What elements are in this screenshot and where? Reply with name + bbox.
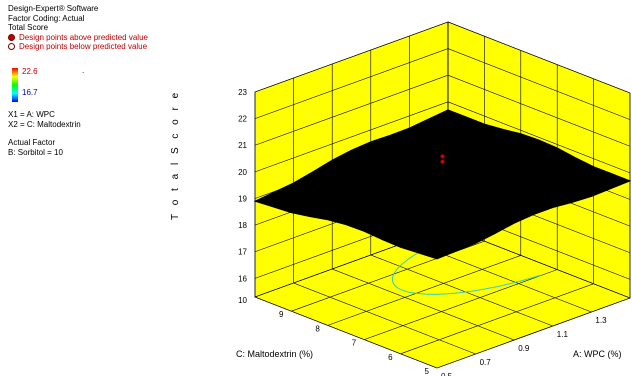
y-tick-label: 7	[352, 339, 357, 348]
y-tick-label: 5	[425, 367, 430, 376]
y-tick-label: 9	[279, 310, 284, 319]
x-tick-label: 0.9	[518, 344, 530, 353]
z-tick-label: 22	[238, 115, 247, 124]
legend-above: Design points above predicted value	[8, 33, 148, 43]
z-tick-label: 20	[238, 168, 247, 177]
z-tick-label: 23	[238, 88, 247, 97]
below-point-icon	[8, 43, 15, 51]
y-grid-line	[291, 36, 485, 312]
legend-below: Design points below predicted value	[8, 42, 148, 52]
y-grid-line	[327, 50, 522, 326]
color-range-legend: 22.6 16.7 .	[8, 66, 84, 104]
x-tick-label: 0.5	[441, 372, 453, 376]
response-name: Total Score	[8, 23, 49, 32]
y-axis-title: C: Maltodextrin (%)	[236, 349, 313, 359]
design-point	[440, 159, 445, 164]
actual-factor-value: B: Sorbitol = 10	[8, 147, 63, 157]
design-point	[440, 154, 445, 159]
factor-x1: X1 = A: WPC	[8, 110, 55, 119]
floor-contour	[391, 238, 540, 295]
range-low: 16.7	[22, 88, 38, 97]
y-grid-line	[436, 93, 631, 369]
factor-x2: X2 = C: Maltodextrin	[8, 119, 81, 129]
z-tick-label: 21	[238, 141, 247, 150]
factor-info: X1 = A: WPC X2 = C: Maltodextrin Actual …	[8, 110, 81, 157]
range-high: 22.6	[22, 67, 38, 76]
z-tick-label: 19	[238, 194, 247, 203]
x-tick-label: 1.1	[557, 330, 569, 339]
response-surface	[253, 109, 632, 260]
y-grid-line	[364, 64, 558, 340]
above-point-icon	[8, 33, 15, 41]
y-tick-label: 8	[315, 324, 320, 333]
z-tick-label: 18	[238, 221, 247, 230]
gradient-bar	[12, 68, 18, 102]
z-tick-label: 17	[238, 248, 247, 257]
info-panel: Design-Expert® Software Factor Coding: A…	[8, 4, 148, 52]
y-grid-line	[400, 78, 594, 355]
z-tick-label: 16	[238, 274, 247, 283]
actual-factor-title: Actual Factor	[8, 138, 56, 147]
y-tick-label: 6	[388, 353, 393, 362]
x-axis-title: A: WPC (%)	[573, 349, 622, 359]
software-name: Design-Expert® Software	[8, 4, 99, 13]
legend-above-label: Design points above predicted value	[19, 32, 148, 42]
legend-below-label: Design points below predicted value	[19, 42, 148, 51]
x-tick-label: 0.7	[480, 358, 492, 367]
x-tick-label: 1.3	[595, 316, 607, 325]
factor-coding: Factor Coding: Actual	[8, 13, 85, 23]
y-tick-label: 10	[238, 296, 247, 305]
legend-mark: .	[82, 66, 85, 75]
